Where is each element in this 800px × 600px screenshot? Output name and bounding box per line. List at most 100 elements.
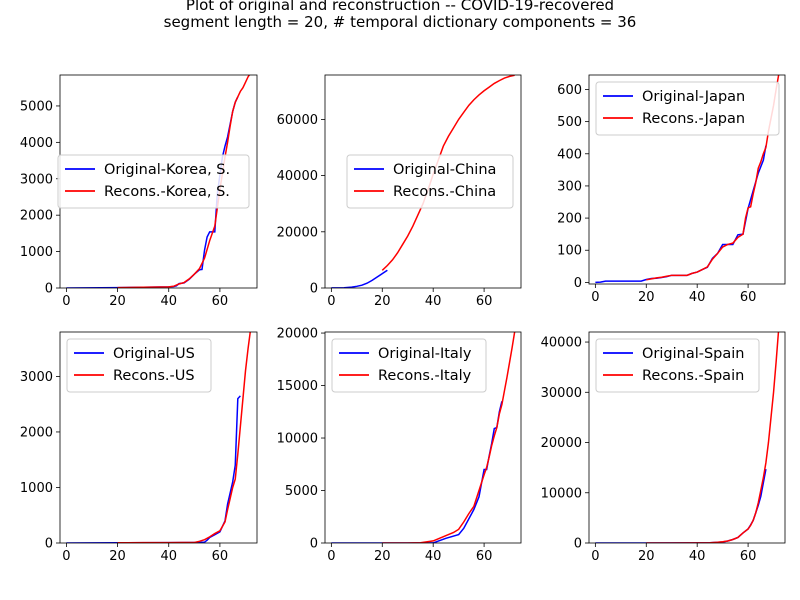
x-tick-label: 0 [62, 294, 70, 309]
y-tick-label: 0 [574, 537, 582, 552]
legend-entry: Original-Korea, S. [104, 162, 230, 178]
y-tick-label: 200 [557, 212, 582, 227]
legend-entry: Original-Spain [642, 346, 744, 362]
y-tick-label: 400 [557, 147, 582, 162]
y-tick-label: 0 [45, 282, 53, 297]
y-tick-label: 20000 [277, 327, 318, 342]
y-tick-label: 0 [45, 537, 53, 552]
subplot-2: 0 20 40 60 0 20000 40000 60000 Original-China Rec… [277, 74, 522, 309]
x-tick-label: 60 [740, 549, 757, 564]
legend-box [331, 338, 487, 393]
series-line-original [331, 269, 388, 288]
legend-box [346, 154, 514, 209]
x-tick-label: 0 [62, 549, 70, 564]
x-tick-label: 0 [327, 294, 335, 309]
legend-entry: Original-China [393, 162, 496, 178]
x-tick-label: 20 [638, 549, 655, 564]
legend-entry: Recons.-Italy [378, 368, 472, 384]
y-tick-label: 1000 [20, 245, 53, 260]
y-tick-label: 5000 [20, 99, 53, 114]
y-tick-label: 5000 [285, 484, 318, 499]
x-tick-label: 60 [212, 549, 229, 564]
legend: Original-China Recons.-China [346, 154, 514, 209]
legend: Original-Korea, S. Recons.-Korea, S. [57, 154, 250, 209]
x-tick-label: 40 [689, 549, 706, 564]
subplot-6: 0 20 40 60 0 10000 20000 30000 40000 Original-Spa… [541, 331, 786, 564]
legend-entry: Recons.-Spain [642, 368, 744, 384]
legend-entry: Recons.-Korea, S. [104, 184, 230, 200]
y-tick-label: 300 [557, 179, 582, 194]
x-tick-label: 40 [425, 294, 442, 309]
legend: Original-Italy Recons.-Italy [331, 338, 487, 393]
x-tick-label: 0 [591, 549, 599, 564]
axes-frame [588, 74, 786, 285]
series-line-original [66, 395, 241, 543]
y-tick-label: 500 [557, 115, 582, 130]
legend-entry: Recons.-US [113, 368, 195, 384]
x-tick-label: 20 [374, 549, 391, 564]
x-tick-label: 20 [109, 549, 126, 564]
series-line-original [595, 145, 767, 284]
series-line-reconstruction [381, 75, 515, 271]
legend-box [57, 154, 250, 209]
legend-entry: Original-Italy [378, 346, 472, 362]
y-tick-label: 0 [310, 282, 318, 297]
x-tick-label: 40 [689, 290, 706, 305]
y-tick-label: 40000 [277, 169, 318, 184]
legend-entry: Recons.-Japan [642, 111, 745, 127]
y-tick-label: 0 [574, 276, 582, 291]
series-line-original [595, 469, 767, 543]
y-tick-label: 40000 [541, 336, 582, 351]
subplot-4: 0 20 40 60 0 1000 2000 3000 Original-US Recons.-U… [20, 331, 258, 564]
y-tick-label: 2000 [20, 209, 53, 224]
series-line-reconstruction [646, 332, 780, 543]
y-tick-label: 2000 [20, 425, 53, 440]
x-tick-label: 60 [476, 294, 493, 309]
y-tick-label: 30000 [541, 386, 582, 401]
y-tick-label: 600 [557, 83, 582, 98]
y-tick-label: 4000 [20, 136, 53, 151]
x-tick-label: 60 [476, 549, 493, 564]
y-tick-label: 3000 [20, 172, 53, 187]
legend-box [595, 81, 780, 136]
y-tick-label: 100 [557, 244, 582, 259]
series-line-reconstruction [382, 332, 516, 543]
y-tick-label: 10000 [541, 486, 582, 501]
x-tick-label: 40 [425, 549, 442, 564]
axes-frame [59, 331, 258, 544]
figure-title-line-2: segment length = 20, # temporal dictiona… [163, 13, 637, 31]
y-tick-label: 0 [310, 537, 318, 552]
axes-frame [324, 74, 522, 289]
legend-entry: Recons.-China [393, 184, 496, 200]
x-tick-label: 60 [212, 294, 229, 309]
x-tick-label: 40 [160, 294, 177, 309]
legend: Original-Spain Recons.-Spain [595, 338, 760, 393]
y-tick-label: 1000 [20, 481, 53, 496]
x-tick-label: 20 [374, 294, 391, 309]
x-tick-label: 0 [591, 290, 599, 305]
axes-frame [324, 331, 522, 544]
legend-entry: Original-Japan [642, 89, 745, 105]
x-tick-label: 0 [327, 549, 335, 564]
x-tick-label: 20 [109, 294, 126, 309]
series-line-reconstruction [117, 332, 251, 543]
subplot-5: 0 20 40 60 0 5000 10000 15000 20000 Original-Ital… [277, 327, 522, 564]
y-tick-label: 20000 [541, 436, 582, 451]
y-tick-label: 20000 [277, 225, 318, 240]
legend: Original-Japan Recons.-Japan [595, 81, 780, 136]
axes-frame [588, 331, 786, 544]
series-line-reconstruction [646, 75, 780, 281]
y-tick-label: 60000 [277, 113, 318, 128]
x-tick-label: 20 [638, 290, 655, 305]
subplot-1: 0 20 40 60 0 1000 2000 3000 4000 5000 Original-Kor… [20, 74, 258, 309]
figure-title-line-1: Plot of original and reconstruction -- C… [185, 0, 615, 14]
y-tick-label: 10000 [277, 432, 318, 447]
x-tick-label: 60 [740, 290, 757, 305]
legend-entry: Original-US [113, 346, 195, 362]
y-tick-label: 3000 [20, 370, 53, 385]
legend: Original-US Recons.-US [66, 338, 212, 393]
legend-box [595, 338, 760, 393]
y-tick-label: 15000 [277, 379, 318, 394]
